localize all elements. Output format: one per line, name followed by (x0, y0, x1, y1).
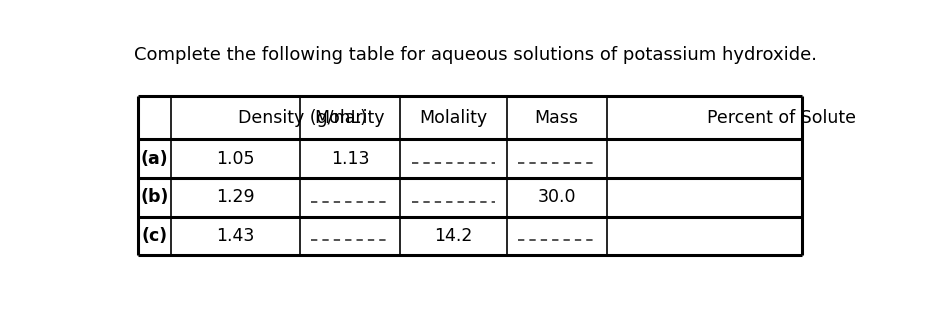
Text: Mass: Mass (534, 109, 578, 127)
Text: (b): (b) (140, 188, 169, 206)
Text: 30.0: 30.0 (537, 188, 575, 206)
Text: 1.43: 1.43 (216, 227, 254, 245)
Text: (c): (c) (141, 227, 168, 245)
Text: 1.13: 1.13 (330, 150, 368, 168)
Text: (a): (a) (140, 150, 168, 168)
Text: Density (g/mL): Density (g/mL) (238, 109, 367, 127)
Text: 14.2: 14.2 (434, 227, 472, 245)
Text: Percent of Solute: Percent of Solute (706, 109, 856, 127)
Text: 1.05: 1.05 (216, 150, 254, 168)
Text: Molarity: Molarity (314, 109, 385, 127)
Text: Molality: Molality (419, 109, 486, 127)
Text: 1.29: 1.29 (216, 188, 254, 206)
Text: Complete the following table for aqueous solutions of potassium hydroxide.: Complete the following table for aqueous… (133, 46, 816, 64)
